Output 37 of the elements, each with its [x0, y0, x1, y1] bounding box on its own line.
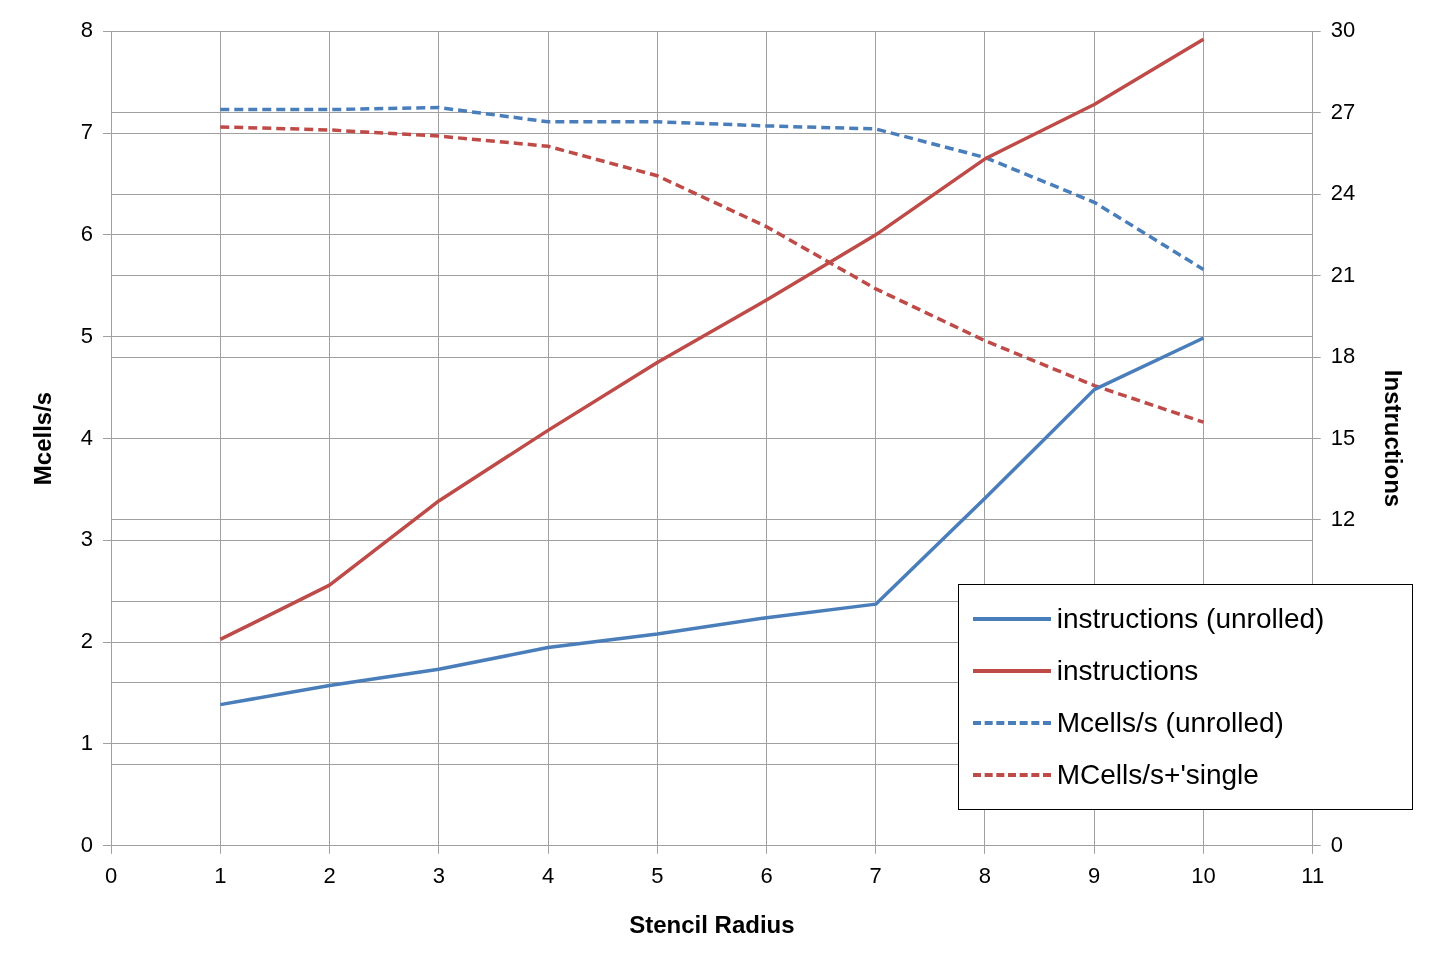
y-tick-label: 8	[80, 17, 94, 43]
y2-tick-label: 0	[1330, 831, 1343, 857]
y2-tick-label: 12	[1330, 506, 1356, 532]
y-tick-label: 5	[80, 322, 94, 348]
x-tick-label: 10	[1191, 863, 1216, 889]
line-series	[218, 105, 1206, 272]
x-axis-title: Stencil Radius	[629, 911, 795, 939]
x-tick-label: 9	[1088, 863, 1101, 889]
legend-label: instructions (unrolled)	[1056, 602, 1325, 635]
y2-tick-label: 18	[1330, 343, 1356, 369]
y-tick-label: 7	[80, 119, 94, 145]
y-tick-label: 6	[80, 220, 94, 246]
y2-tick-label: 30	[1330, 17, 1356, 43]
x-tick-label: 2	[323, 863, 336, 889]
legend-label: Mcells/s (unrolled)	[1056, 706, 1284, 739]
x-tick-label: 0	[104, 863, 118, 889]
y-tick-label: 0	[80, 831, 94, 857]
y-tick-label: 1	[80, 730, 94, 756]
y2-tick-label: 24	[1330, 180, 1356, 206]
x-tick-label: 8	[978, 863, 992, 889]
x-tick-label: 3	[432, 863, 445, 889]
x-tick-label: 6	[760, 863, 773, 889]
x-tick-label: 7	[869, 863, 882, 889]
x-tick-label: 4	[541, 863, 555, 889]
y2-tick-label: 27	[1330, 98, 1356, 124]
y-tick-label: 2	[80, 628, 94, 654]
x-tick-label: 1	[214, 863, 227, 889]
legend-label: MCells/s+'single	[1056, 758, 1259, 791]
y-tick-label: 3	[80, 526, 94, 552]
y-tick-label: 4	[80, 424, 94, 450]
x-tick-label: 5	[651, 863, 664, 889]
y2-tick-label: 21	[1330, 261, 1356, 287]
x-tick-label: 11	[1301, 863, 1325, 889]
y2-axis-title: Instructions	[1379, 369, 1407, 508]
y-axis-title: Mcells/s	[29, 391, 57, 486]
y2-tick-label: 15	[1330, 424, 1356, 450]
legend-label: instructions	[1056, 654, 1199, 687]
